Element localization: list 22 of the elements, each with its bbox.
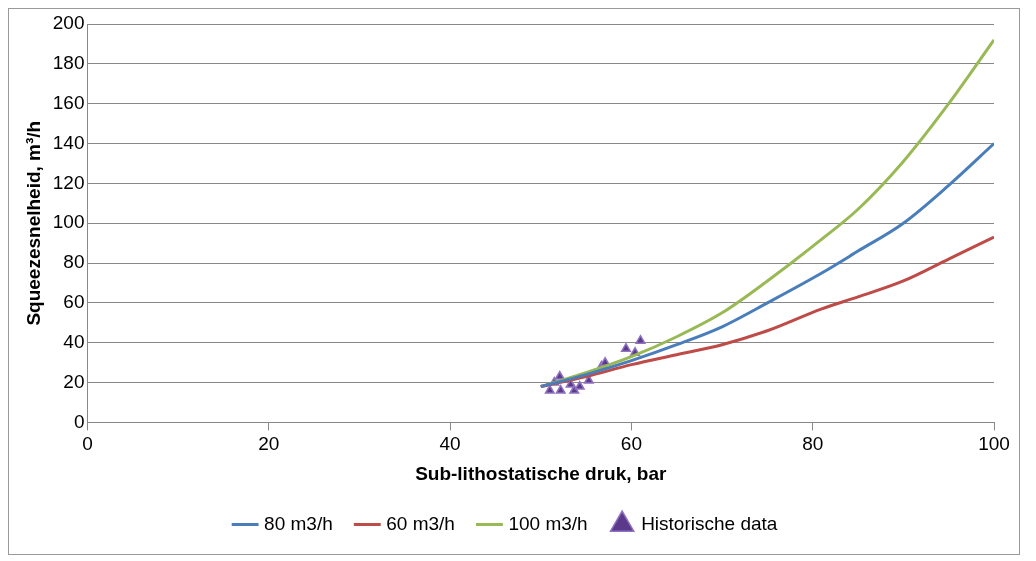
y-axis-title: Squeezesnelheid, m³/h [22,120,44,326]
y-tick-label: 20 [63,370,85,392]
y-tick-label: 0 [73,410,85,432]
x-tick-label: 80 [802,433,824,455]
y-tick-label: 160 [52,91,85,113]
x-tick-label: 40 [439,433,461,455]
y-tick-label: 200 [52,12,85,34]
legend-label: 100 m3/h [508,512,588,534]
x-tick-label: 20 [258,433,280,455]
y-tick-label: 120 [52,171,85,193]
y-tick-label: 140 [52,131,85,153]
y-tick-label: 40 [63,330,85,352]
legend-label: 60 m3/h [386,512,455,534]
y-tick-label: 180 [52,52,85,74]
legend-label: 80 m3/h [264,512,333,534]
x-axis-title: Sub-lithostatische druk, bar [415,462,667,484]
x-tick-label: 60 [620,433,642,455]
y-tick-label: 60 [63,291,85,313]
y-tick-label: 80 [63,251,85,273]
y-tick-label: 100 [52,211,85,233]
legend-label: Historische data [641,512,778,534]
x-tick-label: 100 [978,433,1010,455]
